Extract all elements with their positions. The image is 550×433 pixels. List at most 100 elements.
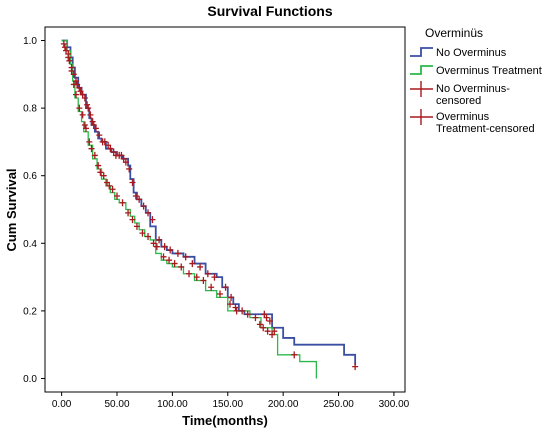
censor-mark — [149, 216, 156, 224]
censor-mark — [82, 124, 89, 132]
y-axis-title: Cum Survival — [4, 168, 19, 251]
censor-mark — [81, 121, 88, 129]
legend-swatch-line — [410, 47, 433, 57]
plot-frame — [44, 26, 406, 393]
censor-mark — [178, 263, 185, 271]
censor-mark — [171, 260, 178, 268]
censor-mark — [291, 351, 298, 359]
censor-mark — [186, 270, 192, 278]
censor-mark — [136, 195, 143, 203]
censor-mark — [222, 283, 229, 291]
censor-mark — [91, 151, 98, 159]
censor-mark — [100, 172, 107, 180]
censor-mark — [156, 236, 163, 244]
censor-mark — [65, 53, 72, 61]
censor-mark — [87, 111, 94, 119]
censor-mark — [79, 111, 86, 119]
censor-mark — [97, 168, 104, 176]
censor-mark — [266, 317, 273, 325]
censor-mark — [153, 243, 160, 251]
censor-mark — [88, 145, 95, 153]
censor-mark — [166, 256, 173, 264]
censor-mark — [228, 293, 235, 301]
censor-mark — [264, 327, 271, 335]
censor-mark — [145, 233, 152, 241]
censor-mark — [89, 118, 96, 126]
censor-mark — [109, 185, 116, 193]
censor-mark — [125, 209, 132, 217]
x-tick-label: 50.00 — [104, 399, 129, 410]
censor-mark — [96, 131, 103, 139]
censor-series-3 — [61, 43, 298, 359]
censor-mark — [256, 320, 263, 328]
censor-mark — [95, 162, 102, 170]
censor-mark — [233, 307, 240, 315]
x-tick-label: 100.00 — [157, 399, 188, 410]
legend: Overminüs No Overminus Overminus Treatmen… — [410, 26, 542, 135]
censor-mark — [122, 158, 129, 166]
y-tick-label: 0.4 — [23, 239, 37, 250]
censor-mark — [252, 314, 259, 322]
legend-swatch-censor — [410, 109, 433, 125]
legend-title: Overminüs — [425, 26, 483, 40]
censor-mark — [211, 273, 218, 281]
censor-mark — [68, 67, 75, 75]
censor-mark — [189, 260, 196, 268]
censor-mark — [76, 84, 83, 92]
x-axis: 0.00 50.00 100.00 150.00 200.00 250.00 300.00 — [52, 392, 410, 410]
x-tick-label: 200.00 — [268, 399, 299, 410]
censor-mark — [81, 94, 88, 102]
censor-mark — [167, 246, 174, 254]
censor-mark — [129, 178, 136, 186]
legend-swatch-censor — [410, 81, 433, 97]
series-layer — [60, 39, 359, 379]
chart-title: Survival Functions — [207, 3, 332, 19]
censor-mark — [73, 91, 80, 99]
censor-mark — [352, 363, 359, 371]
censor-mark — [140, 202, 147, 210]
censor-mark — [269, 331, 276, 339]
censor-mark — [76, 104, 83, 112]
censor-mark — [239, 307, 246, 315]
censor-mark — [182, 253, 189, 261]
censor-mark — [150, 239, 157, 247]
censor-mark — [107, 145, 114, 153]
censor-mark — [132, 192, 139, 200]
y-tick-label: 0.6 — [23, 171, 37, 182]
legend-label: Overminus — [436, 111, 490, 123]
censor-mark — [60, 40, 67, 48]
y-tick-label: 1.0 — [23, 36, 37, 47]
y-tick-label: 0.8 — [23, 104, 37, 115]
censor-mark — [61, 43, 68, 51]
legend-label: Overminus Treatment — [436, 65, 542, 77]
censor-mark — [217, 290, 224, 298]
legend-label: No Overminus- — [436, 83, 510, 95]
censor-series-2 — [60, 40, 359, 371]
censor-mark — [139, 229, 146, 237]
censor-mark — [197, 263, 204, 271]
y-tick-label: 0.0 — [23, 374, 37, 385]
y-axis: 0.0 0.2 0.4 0.6 0.8 1.0 — [23, 36, 45, 385]
x-axis-title: Time(months) — [182, 413, 268, 428]
series-line-0 — [61, 39, 357, 365]
x-tick-label: 0.00 — [52, 399, 72, 410]
censor-mark — [244, 310, 251, 318]
censor-mark — [200, 276, 207, 284]
y-tick-label: 0.2 — [23, 306, 37, 317]
legend-label: Treatment-censored — [436, 123, 535, 135]
censor-mark — [160, 253, 167, 261]
censor-mark — [119, 199, 126, 207]
censor-mark — [193, 273, 200, 281]
censor-mark — [101, 138, 108, 146]
censor-mark — [226, 300, 233, 308]
censor-mark — [260, 324, 267, 332]
censor-mark — [85, 104, 92, 112]
censor-mark — [92, 124, 99, 132]
censor-mark — [161, 243, 168, 251]
censor-mark — [86, 138, 93, 146]
censor-mark — [66, 57, 73, 65]
censor-mark — [174, 249, 181, 257]
censor-mark — [70, 80, 77, 88]
censor-mark — [204, 270, 211, 278]
